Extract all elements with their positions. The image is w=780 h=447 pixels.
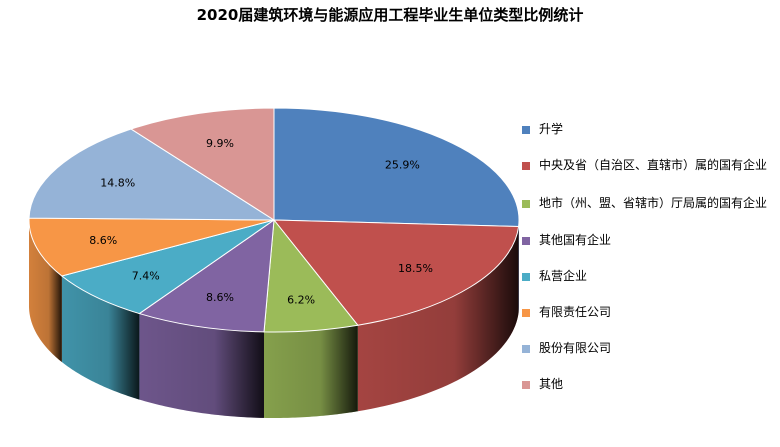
legend-item-8: 其他 — [522, 377, 780, 392]
slice-2 — [272, 219, 520, 326]
legend-item-1: 升学 — [522, 122, 780, 137]
chart-title: 2020届建筑环境与能源应用工程毕业生单位类型比例统计 — [196, 6, 584, 24]
slice-5-value-label: 7.4% — [132, 269, 160, 282]
legend-item-4: 其他国有企业 — [522, 233, 780, 248]
legend-label: 股份有限公司 — [539, 341, 612, 355]
slice-8-value-label: 9.9% — [206, 137, 234, 150]
slice-2-side-shade — [357, 226, 519, 412]
legend-label: 其他国有企业 — [539, 233, 612, 247]
legend-label: 中央及省（自治区、直辖市）属的国有企业 — [539, 158, 768, 172]
legend-swatch — [522, 273, 530, 281]
slice-7 — [28, 128, 276, 221]
legend-swatch — [522, 162, 530, 170]
slice-8 — [129, 107, 275, 221]
slice-5 — [60, 219, 275, 315]
legend-swatch — [522, 200, 530, 208]
slice-7-value-label: 14.8% — [100, 177, 135, 190]
slice-3-value-label: 6.2% — [287, 294, 315, 307]
slice-4-value-label: 8.6% — [206, 291, 234, 304]
slice-6 — [28, 217, 275, 277]
slice-6-side-shade — [29, 220, 62, 362]
legend-label: 其他 — [539, 377, 564, 391]
legend-item-2: 中央及省（自治区、直辖市）属的国有企业 — [522, 158, 780, 173]
slice-6-value-label: 8.6% — [89, 234, 117, 247]
legend-label: 有限责任公司 — [539, 305, 612, 319]
legend-swatch — [522, 126, 530, 134]
slice-4-side-shade — [139, 313, 264, 418]
legend-item-6: 有限责任公司 — [522, 305, 780, 320]
legend-label: 地市（州、盟、省辖市）厅局属的国有企业 — [539, 196, 768, 210]
slice-3-side-shade — [263, 325, 358, 418]
legend-item-3: 地市（州、盟、省辖市）厅局属的国有企业 — [522, 196, 780, 211]
legend-swatch — [522, 345, 530, 353]
legend-label: 升学 — [539, 122, 564, 136]
slice-5-side-shade — [61, 276, 140, 400]
legend-swatch — [522, 237, 530, 245]
slice-2-value-label: 18.5% — [398, 262, 433, 275]
legend-label: 私营企业 — [539, 269, 588, 283]
legend-item-7: 股份有限公司 — [522, 341, 780, 356]
slice-4 — [138, 218, 275, 333]
slice-1 — [273, 107, 520, 228]
slice-1-value-label: 25.9% — [385, 159, 420, 172]
legend-swatch — [522, 309, 530, 317]
legend-item-5: 私营企业 — [522, 269, 780, 284]
legend-swatch — [522, 381, 530, 389]
